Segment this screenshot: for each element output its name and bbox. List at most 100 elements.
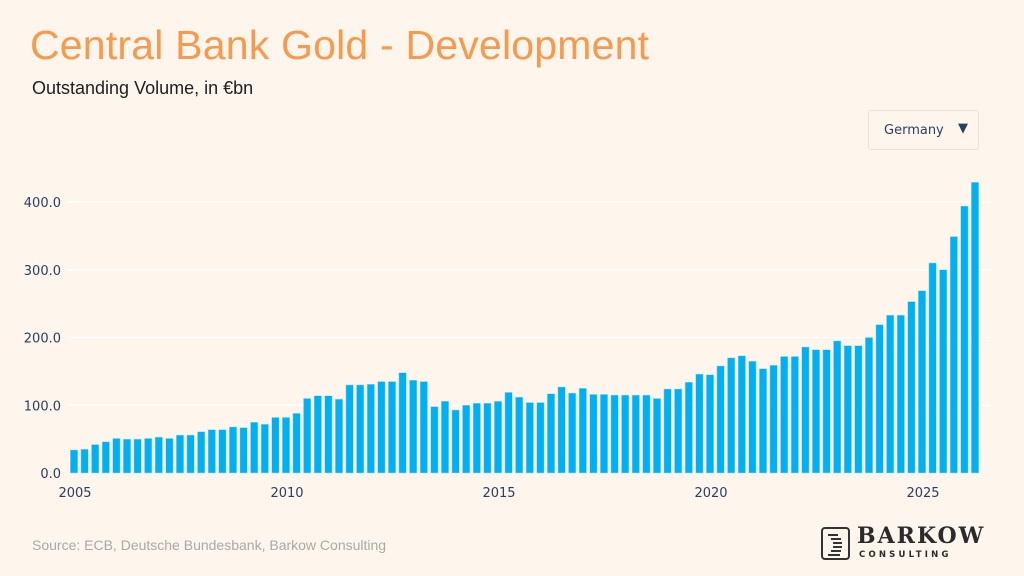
bar[interactable] — [515, 396, 524, 474]
source-note: Source: ECB, Deutsche Bundesbank, Barkow… — [32, 537, 387, 553]
bar[interactable] — [197, 431, 206, 474]
bar[interactable] — [483, 402, 492, 474]
bar[interactable] — [176, 434, 184, 474]
y-tick-label: 400.0 — [24, 196, 61, 211]
bar[interactable] — [674, 388, 683, 474]
bar[interactable] — [377, 381, 386, 474]
bar[interactable] — [366, 384, 375, 474]
bar[interactable] — [547, 393, 555, 474]
bar[interactable] — [398, 372, 407, 474]
bar[interactable] — [769, 365, 778, 474]
bar[interactable] — [589, 394, 598, 474]
bar[interactable] — [80, 449, 89, 474]
bar[interactable] — [610, 394, 619, 474]
bar[interactable] — [504, 392, 513, 474]
bar[interactable] — [345, 384, 354, 474]
bar[interactable] — [780, 356, 789, 474]
bar[interactable] — [737, 355, 746, 474]
bar[interactable] — [557, 386, 566, 474]
bar[interactable] — [578, 388, 587, 474]
bar[interactable] — [716, 365, 725, 474]
bar[interactable] — [663, 388, 672, 474]
bar[interactable] — [441, 400, 449, 474]
bar[interactable] — [865, 337, 873, 474]
bar[interactable] — [144, 438, 153, 474]
bar[interactable] — [260, 423, 269, 474]
bar[interactable] — [960, 205, 969, 474]
bar[interactable] — [324, 395, 333, 474]
bar[interactable] — [568, 392, 577, 474]
logo-icon — [821, 527, 850, 560]
bar[interactable] — [472, 402, 481, 474]
y-tick-label: 200.0 — [24, 332, 61, 347]
bar[interactable] — [133, 438, 142, 474]
x-tick-label: 2020 — [694, 486, 727, 501]
bar[interactable] — [91, 444, 100, 474]
logo-wordmark: BARKOW — [857, 523, 986, 549]
bars — [70, 182, 979, 474]
dropdown-selected-value: Germany — [884, 123, 944, 138]
bar[interactable] — [706, 374, 714, 474]
bar[interactable] — [218, 429, 227, 474]
bar[interactable] — [313, 395, 322, 474]
bar[interactable] — [790, 356, 799, 474]
bar[interactable] — [642, 394, 651, 474]
bar[interactable] — [419, 381, 428, 474]
bar[interactable] — [303, 398, 312, 474]
bar[interactable] — [907, 301, 916, 474]
bar[interactable] — [430, 406, 439, 474]
bar[interactable] — [239, 427, 248, 474]
bar[interactable] — [854, 345, 863, 474]
x-axis-ticks: 2005 2010 2015 2020 2025 — [58, 486, 939, 501]
bar[interactable] — [451, 409, 460, 474]
bar[interactable] — [292, 413, 301, 474]
bar[interactable] — [356, 384, 365, 474]
bar[interactable] — [886, 314, 895, 474]
bar[interactable] — [918, 290, 926, 474]
bar[interactable] — [186, 434, 195, 474]
bar[interactable] — [812, 349, 820, 474]
bar[interactable] — [759, 368, 767, 474]
bar[interactable] — [631, 394, 640, 474]
bar[interactable] — [896, 314, 905, 474]
bar[interactable] — [101, 441, 110, 474]
bar[interactable] — [335, 398, 343, 474]
bar[interactable] — [536, 402, 545, 474]
bar[interactable] — [843, 345, 852, 474]
x-tick-label: 2015 — [482, 486, 515, 501]
bar[interactable] — [653, 398, 661, 474]
country-dropdown[interactable]: Germany ▼ — [868, 110, 979, 150]
bar[interactable] — [494, 400, 502, 474]
bar[interactable] — [154, 436, 163, 474]
x-tick-label: 2005 — [58, 486, 91, 501]
bar[interactable] — [462, 405, 471, 474]
bar[interactable] — [875, 324, 884, 474]
bar[interactable] — [388, 381, 396, 474]
bar[interactable] — [525, 402, 534, 474]
triangle-down-icon[interactable]: ▼ — [958, 121, 968, 136]
bar[interactable] — [250, 421, 259, 474]
bar[interactable] — [695, 373, 704, 474]
bar[interactable] — [971, 182, 979, 474]
bar[interactable] — [748, 360, 757, 474]
barkow-logo: BARKOW CONSULTING — [821, 523, 991, 564]
bar[interactable] — [939, 269, 948, 474]
bar[interactable] — [165, 438, 174, 474]
bar[interactable] — [949, 236, 958, 474]
bar[interactable] — [684, 381, 693, 474]
bar[interactable] — [822, 349, 831, 474]
bar[interactable] — [229, 426, 237, 474]
bar[interactable] — [621, 394, 630, 474]
bar[interactable] — [123, 438, 131, 474]
bar[interactable] — [727, 357, 736, 474]
bar[interactable] — [207, 429, 216, 474]
bar[interactable] — [801, 346, 810, 474]
bar[interactable] — [409, 379, 418, 474]
bar[interactable] — [112, 438, 121, 474]
bar[interactable] — [282, 417, 290, 474]
bar[interactable] — [928, 262, 937, 474]
bar[interactable] — [70, 449, 78, 474]
bar[interactable] — [600, 394, 608, 474]
bar[interactable] — [833, 340, 842, 474]
bar[interactable] — [271, 417, 280, 474]
